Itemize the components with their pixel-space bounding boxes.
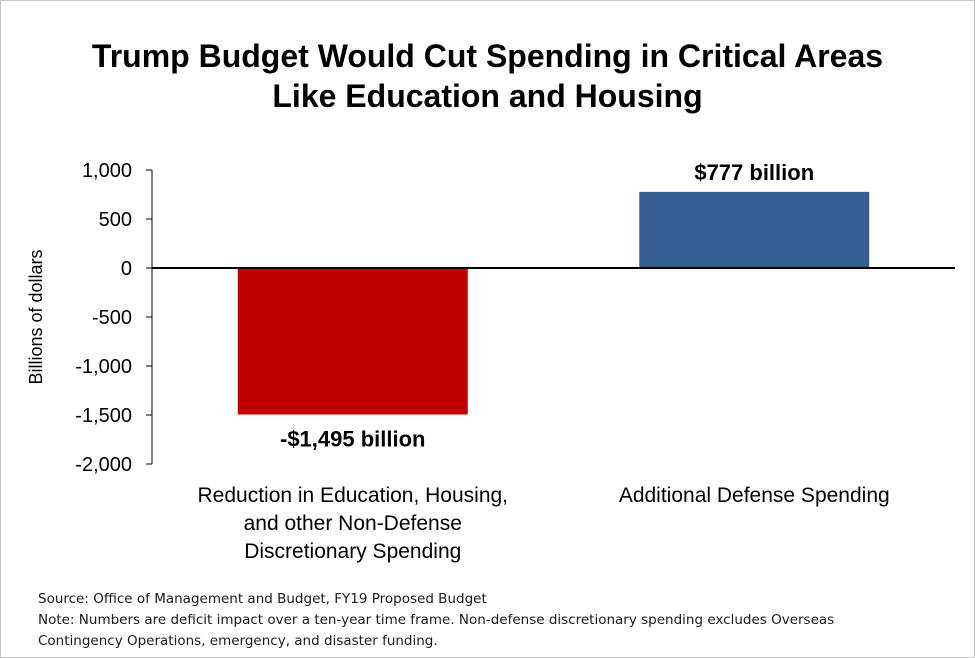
note-line-2: Contingency Operations, emergency, and d…: [38, 633, 438, 649]
y-tick-label: -2,000: [75, 454, 132, 476]
category-label-2-line-1: Additional Defense Spending: [619, 484, 890, 507]
bar-1: [237, 268, 468, 415]
y-tick-label: 0: [121, 258, 132, 280]
y-tick-label: 1,000: [82, 160, 132, 182]
category-label-1-line-2: and other Non-Defense: [244, 512, 462, 535]
category-label-1-line-1: Reduction in Education, Housing,: [197, 484, 508, 507]
y-axis-label: Billions of dollars: [26, 249, 46, 384]
y-tick-label: -1,500: [75, 405, 132, 427]
category-label-1-line-3: Discretionary Spending: [244, 540, 461, 563]
chart-footer: Source: Office of Management and Budget,…: [38, 589, 958, 652]
y-tick-label: 500: [99, 209, 132, 231]
data-label-1: -$1,495 billion: [280, 427, 426, 452]
y-tick-label: -500: [92, 307, 132, 329]
bar-2: [639, 191, 870, 268]
bar-chart: 1,000 500 0 -500 -1,000 -1,500 -2,000 Billions …: [26, 160, 955, 563]
chart-title-line-2: Like Education and Housing: [272, 78, 703, 114]
y-tick-label: -1,000: [75, 356, 132, 378]
chart-title-line-1: Trump Budget Would Cut Spending in Criti…: [91, 38, 884, 74]
note-line-1: Note: Numbers are deficit impact over a …: [38, 612, 835, 628]
chart-title: Trump Budget Would Cut Spending in Criti…: [0, 36, 975, 116]
source-note: Source: Office of Management and Budget,…: [38, 591, 487, 607]
data-label-2: $777 billion: [694, 160, 814, 185]
